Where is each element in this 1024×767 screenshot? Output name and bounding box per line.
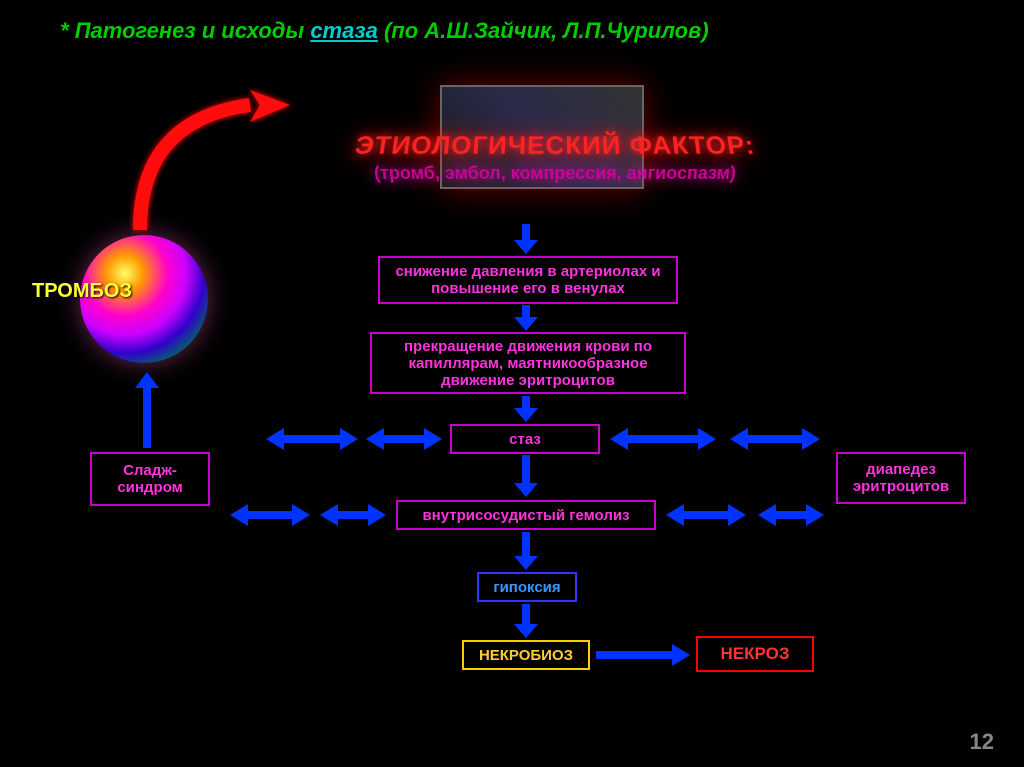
box-necrosis: НЕКРОЗ xyxy=(696,636,814,672)
box-blood-stop: прекращение движения крови по капиллярам… xyxy=(370,332,686,394)
etiological-line2: (тромб, эмбол, компрессия, ангиоспазм) xyxy=(329,163,782,184)
box-necrosis-text: НЕКРОЗ xyxy=(721,644,790,664)
arrow-bidir-icon xyxy=(610,426,820,452)
curved-arrow-icon xyxy=(120,80,300,240)
etiological-header: ЭТИОЛОГИЧЕСКИЙ ФАКТОР: (тромб, эмбол, ко… xyxy=(330,95,780,184)
etiological-line1: ЭТИОЛОГИЧЕСКИЙ ФАКТОР: xyxy=(327,131,783,161)
slide-title: * Патогенез и исходы стаза (по А.Ш.Зайчи… xyxy=(60,18,709,44)
arrow-right-icon xyxy=(596,642,690,668)
box-staz: стаз xyxy=(450,424,600,454)
box-sladzh: Сладж-синдром xyxy=(90,452,210,506)
box-hemolysis-text: внутрисосудистый гемолиз xyxy=(422,507,629,524)
box-diapedez: диапедез эритроцитов xyxy=(836,452,966,504)
box-blood-stop-text: прекращение движения крови по капиллярам… xyxy=(382,338,674,389)
box-necrobiosis-text: НЕКРОБИОЗ xyxy=(479,647,573,664)
box-hypoxia: гипоксия xyxy=(477,572,577,602)
arrow-bidir-icon xyxy=(666,502,824,528)
arrow-bidir-icon xyxy=(266,426,442,452)
thrombosis-label: ТРОМБОЗ xyxy=(32,280,132,303)
arrow-up-icon xyxy=(132,372,162,448)
title-asterisk: * xyxy=(60,18,69,43)
title-prefix: Патогенез и исходы xyxy=(75,18,311,43)
box-staz-text: стаз xyxy=(509,431,541,448)
box-necrobiosis: НЕКРОБИОЗ xyxy=(462,640,590,670)
page-number: 12 xyxy=(970,729,994,755)
arrow-down-icon xyxy=(512,305,540,331)
box-hypoxia-text: гипоксия xyxy=(493,579,560,596)
arrow-down-icon xyxy=(512,455,540,497)
arrow-down-icon xyxy=(512,224,540,254)
box-sladzh-text: Сладж-синдром xyxy=(102,462,198,496)
box-hemolysis: внутрисосудистый гемолиз xyxy=(396,500,656,530)
arrow-bidir-icon xyxy=(230,502,386,528)
arrow-down-icon xyxy=(512,396,540,422)
title-link: стаза xyxy=(310,18,378,43)
box-pressure-text: снижение давления в артериолах и повышен… xyxy=(390,263,666,297)
arrow-down-icon xyxy=(512,604,540,638)
title-authors: (по А.Ш.Зайчик, Л.П.Чурилов) xyxy=(384,18,709,43)
box-pressure: снижение давления в артериолах и повышен… xyxy=(378,256,678,304)
box-diapedez-text: диапедез эритроцитов xyxy=(848,461,954,495)
arrow-down-icon xyxy=(512,532,540,570)
